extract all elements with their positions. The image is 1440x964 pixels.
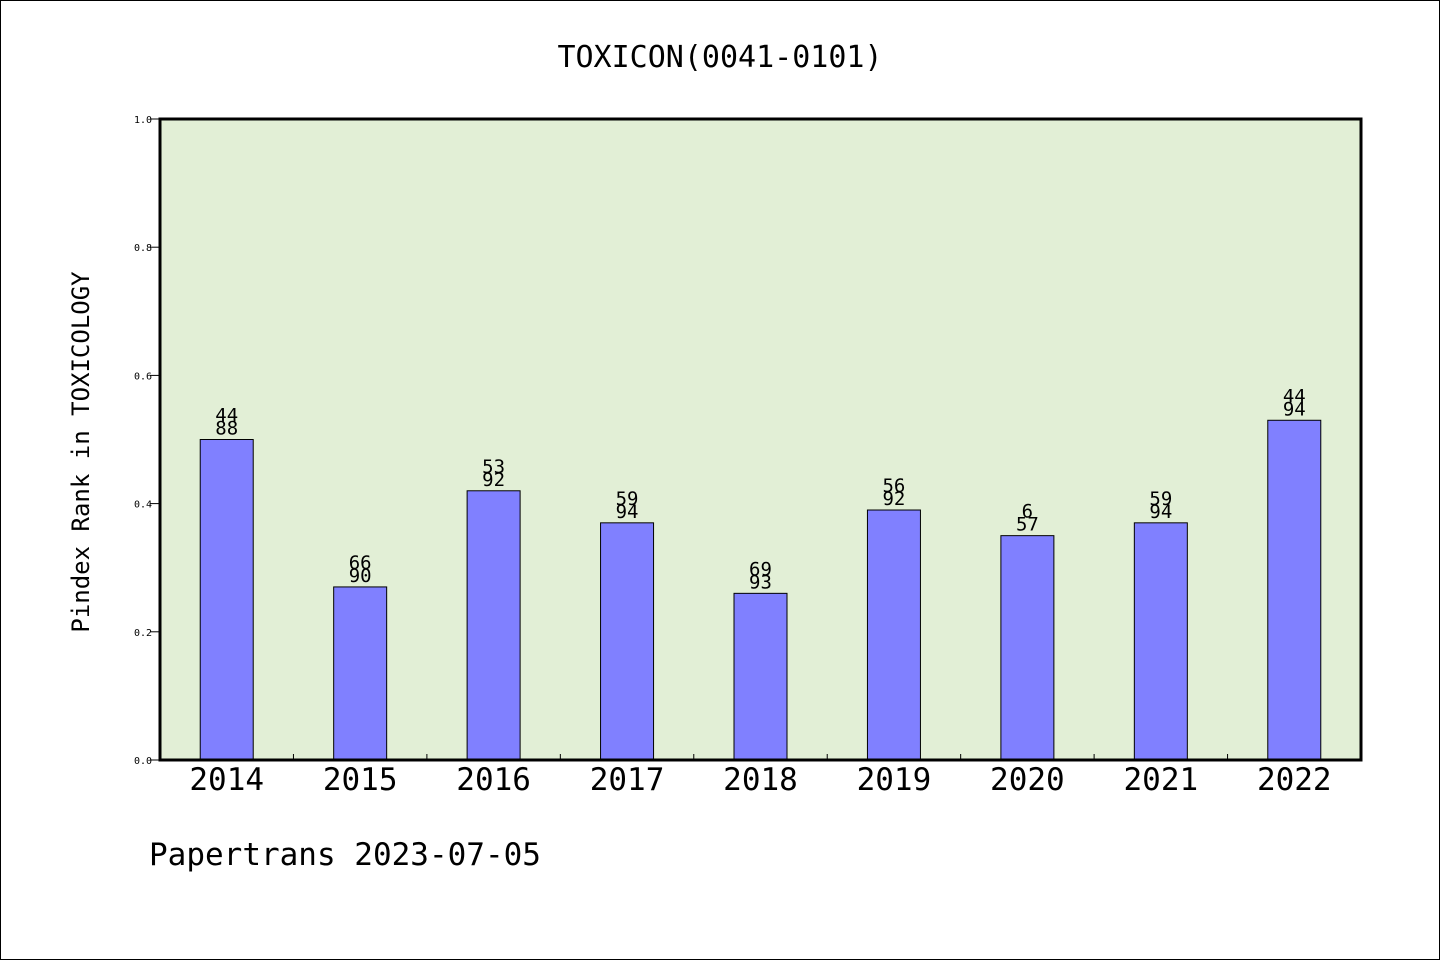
x-tick-label: 2018: [723, 762, 798, 798]
bar-label-total: 92: [482, 469, 505, 491]
bar-label-total: 93: [749, 571, 772, 593]
bar-2014: [199, 439, 254, 761]
footer-text: Papertrans 2023-07-05: [149, 837, 541, 873]
bar-label-rank: 56: [882, 475, 905, 497]
bar-label-total: 88: [215, 418, 238, 440]
y-tick-label: 1.0: [134, 115, 152, 126]
y-axis: 0.0 0.2 0.4 0.6 0.8 1.0: [134, 115, 160, 767]
bar-label-total: 94: [616, 501, 639, 523]
bar-label-rank: 44: [215, 405, 238, 427]
y-tick-label: 0.8: [134, 243, 152, 254]
bar-2017: [600, 522, 655, 761]
x-tick-label: 2014: [189, 762, 264, 798]
y-tick-label: 0.0: [134, 756, 152, 767]
x-tick-label: 2020: [990, 762, 1065, 798]
x-tick-label: 2019: [857, 762, 932, 798]
bars-group: [199, 419, 1322, 761]
bar-label-rank: 69: [749, 558, 772, 580]
bar-label-rank: 53: [482, 456, 505, 478]
bar-label-total: 94: [1149, 501, 1172, 523]
bar-2018: [733, 592, 788, 761]
bar-label-rank: 6: [1022, 501, 1033, 523]
y-tick-label: 0.4: [134, 500, 152, 511]
x-tick-label: 2015: [323, 762, 398, 798]
bar-label-total: 90: [349, 565, 372, 587]
bar-2022: [1267, 419, 1322, 761]
bar-2015: [333, 586, 388, 761]
x-tick-label: 2021: [1124, 762, 1199, 798]
bar-label-rank: 59: [616, 488, 639, 510]
bar-2020: [1000, 535, 1055, 761]
bar-label-total: 94: [1283, 398, 1306, 420]
x-tick-label: 2022: [1257, 762, 1332, 798]
bar-2019: [866, 509, 921, 761]
x-axis: 2014 2015 2016 2017 2018 2019 2020 2021 2022: [189, 754, 1332, 798]
x-tick-label: 2016: [456, 762, 531, 798]
bar-label-rank: 44: [1283, 385, 1306, 407]
plot-border: [158, 117, 1363, 762]
y-tick-label: 0.6: [134, 371, 152, 382]
bar-2021: [1133, 522, 1188, 761]
y-tick-label: 0.2: [134, 628, 152, 639]
bar-2016: [466, 490, 521, 761]
x-tick-label: 2017: [590, 762, 665, 798]
chart-title: TOXICON(0041-0101): [557, 40, 882, 75]
bar-label-rank: 59: [1149, 488, 1172, 510]
bar-label-total: 92: [882, 488, 905, 510]
y-axis-label: Pindex Rank in TOXICOLOGY: [67, 271, 95, 633]
bar-label-total: 57: [1016, 514, 1039, 536]
bar-label-rank: 66: [349, 552, 372, 574]
